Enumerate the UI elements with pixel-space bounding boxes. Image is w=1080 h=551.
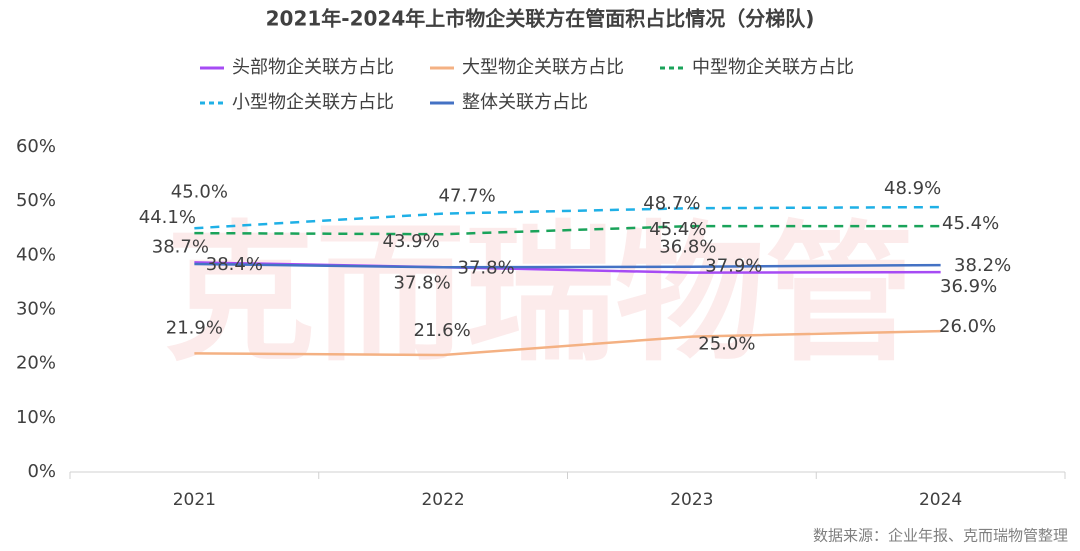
series-line bbox=[194, 224, 941, 236]
y-tick-label: 10% bbox=[16, 407, 56, 428]
data-label: 36.9% bbox=[940, 276, 997, 297]
data-label: 25.0% bbox=[698, 334, 755, 355]
y-tick-label: 60% bbox=[16, 136, 56, 157]
series-line bbox=[194, 329, 941, 357]
data-label: 37.9% bbox=[705, 256, 762, 277]
data-label: 45.4% bbox=[649, 219, 706, 240]
y-tick-label: 50% bbox=[16, 190, 56, 211]
legend-label: 整体关联方占比 bbox=[462, 92, 588, 113]
x-tick-label: 2023 bbox=[670, 490, 713, 510]
legend-label: 小型物企关联方占比 bbox=[232, 92, 394, 113]
data-label: 48.9% bbox=[884, 178, 941, 199]
x-tick-label: 2021 bbox=[173, 490, 216, 510]
data-label: 37.8% bbox=[394, 272, 451, 293]
data-label: 47.7% bbox=[439, 186, 496, 207]
x-tick-label: 2024 bbox=[919, 490, 962, 510]
y-tick-label: 30% bbox=[16, 299, 56, 320]
data-label: 43.9% bbox=[383, 231, 440, 252]
legend-label: 大型物企关联方占比 bbox=[462, 57, 624, 78]
chart-title: 2021年-2024年上市物企关联方在管面积占比情况（分梯队) bbox=[266, 7, 815, 31]
data-label: 21.6% bbox=[414, 320, 471, 341]
legend-label: 头部物企关联方占比 bbox=[232, 57, 394, 78]
data-label: 45.0% bbox=[171, 181, 228, 202]
data-label: 45.4% bbox=[942, 213, 999, 234]
data-label: 21.9% bbox=[166, 317, 223, 338]
data-label: 37.8% bbox=[458, 257, 515, 278]
data-label: 44.1% bbox=[139, 207, 196, 228]
series-line bbox=[194, 205, 941, 230]
data-label: 48.7% bbox=[643, 193, 700, 214]
source-note: 数据来源：企业年报、克而瑞物管整理 bbox=[813, 527, 1068, 545]
data-label: 38.2% bbox=[954, 255, 1011, 276]
data-label: 38.7% bbox=[152, 236, 209, 257]
legend-label: 中型物企关联方占比 bbox=[692, 57, 854, 78]
data-label: 38.4% bbox=[206, 254, 263, 275]
x-tick-label: 2022 bbox=[421, 490, 464, 510]
y-tick-label: 20% bbox=[16, 353, 56, 374]
data-label: 26.0% bbox=[939, 316, 996, 337]
y-tick-label: 40% bbox=[16, 244, 56, 265]
y-tick-label: 0% bbox=[27, 461, 56, 482]
series-line bbox=[194, 262, 941, 269]
data-label: 36.8% bbox=[659, 237, 716, 258]
